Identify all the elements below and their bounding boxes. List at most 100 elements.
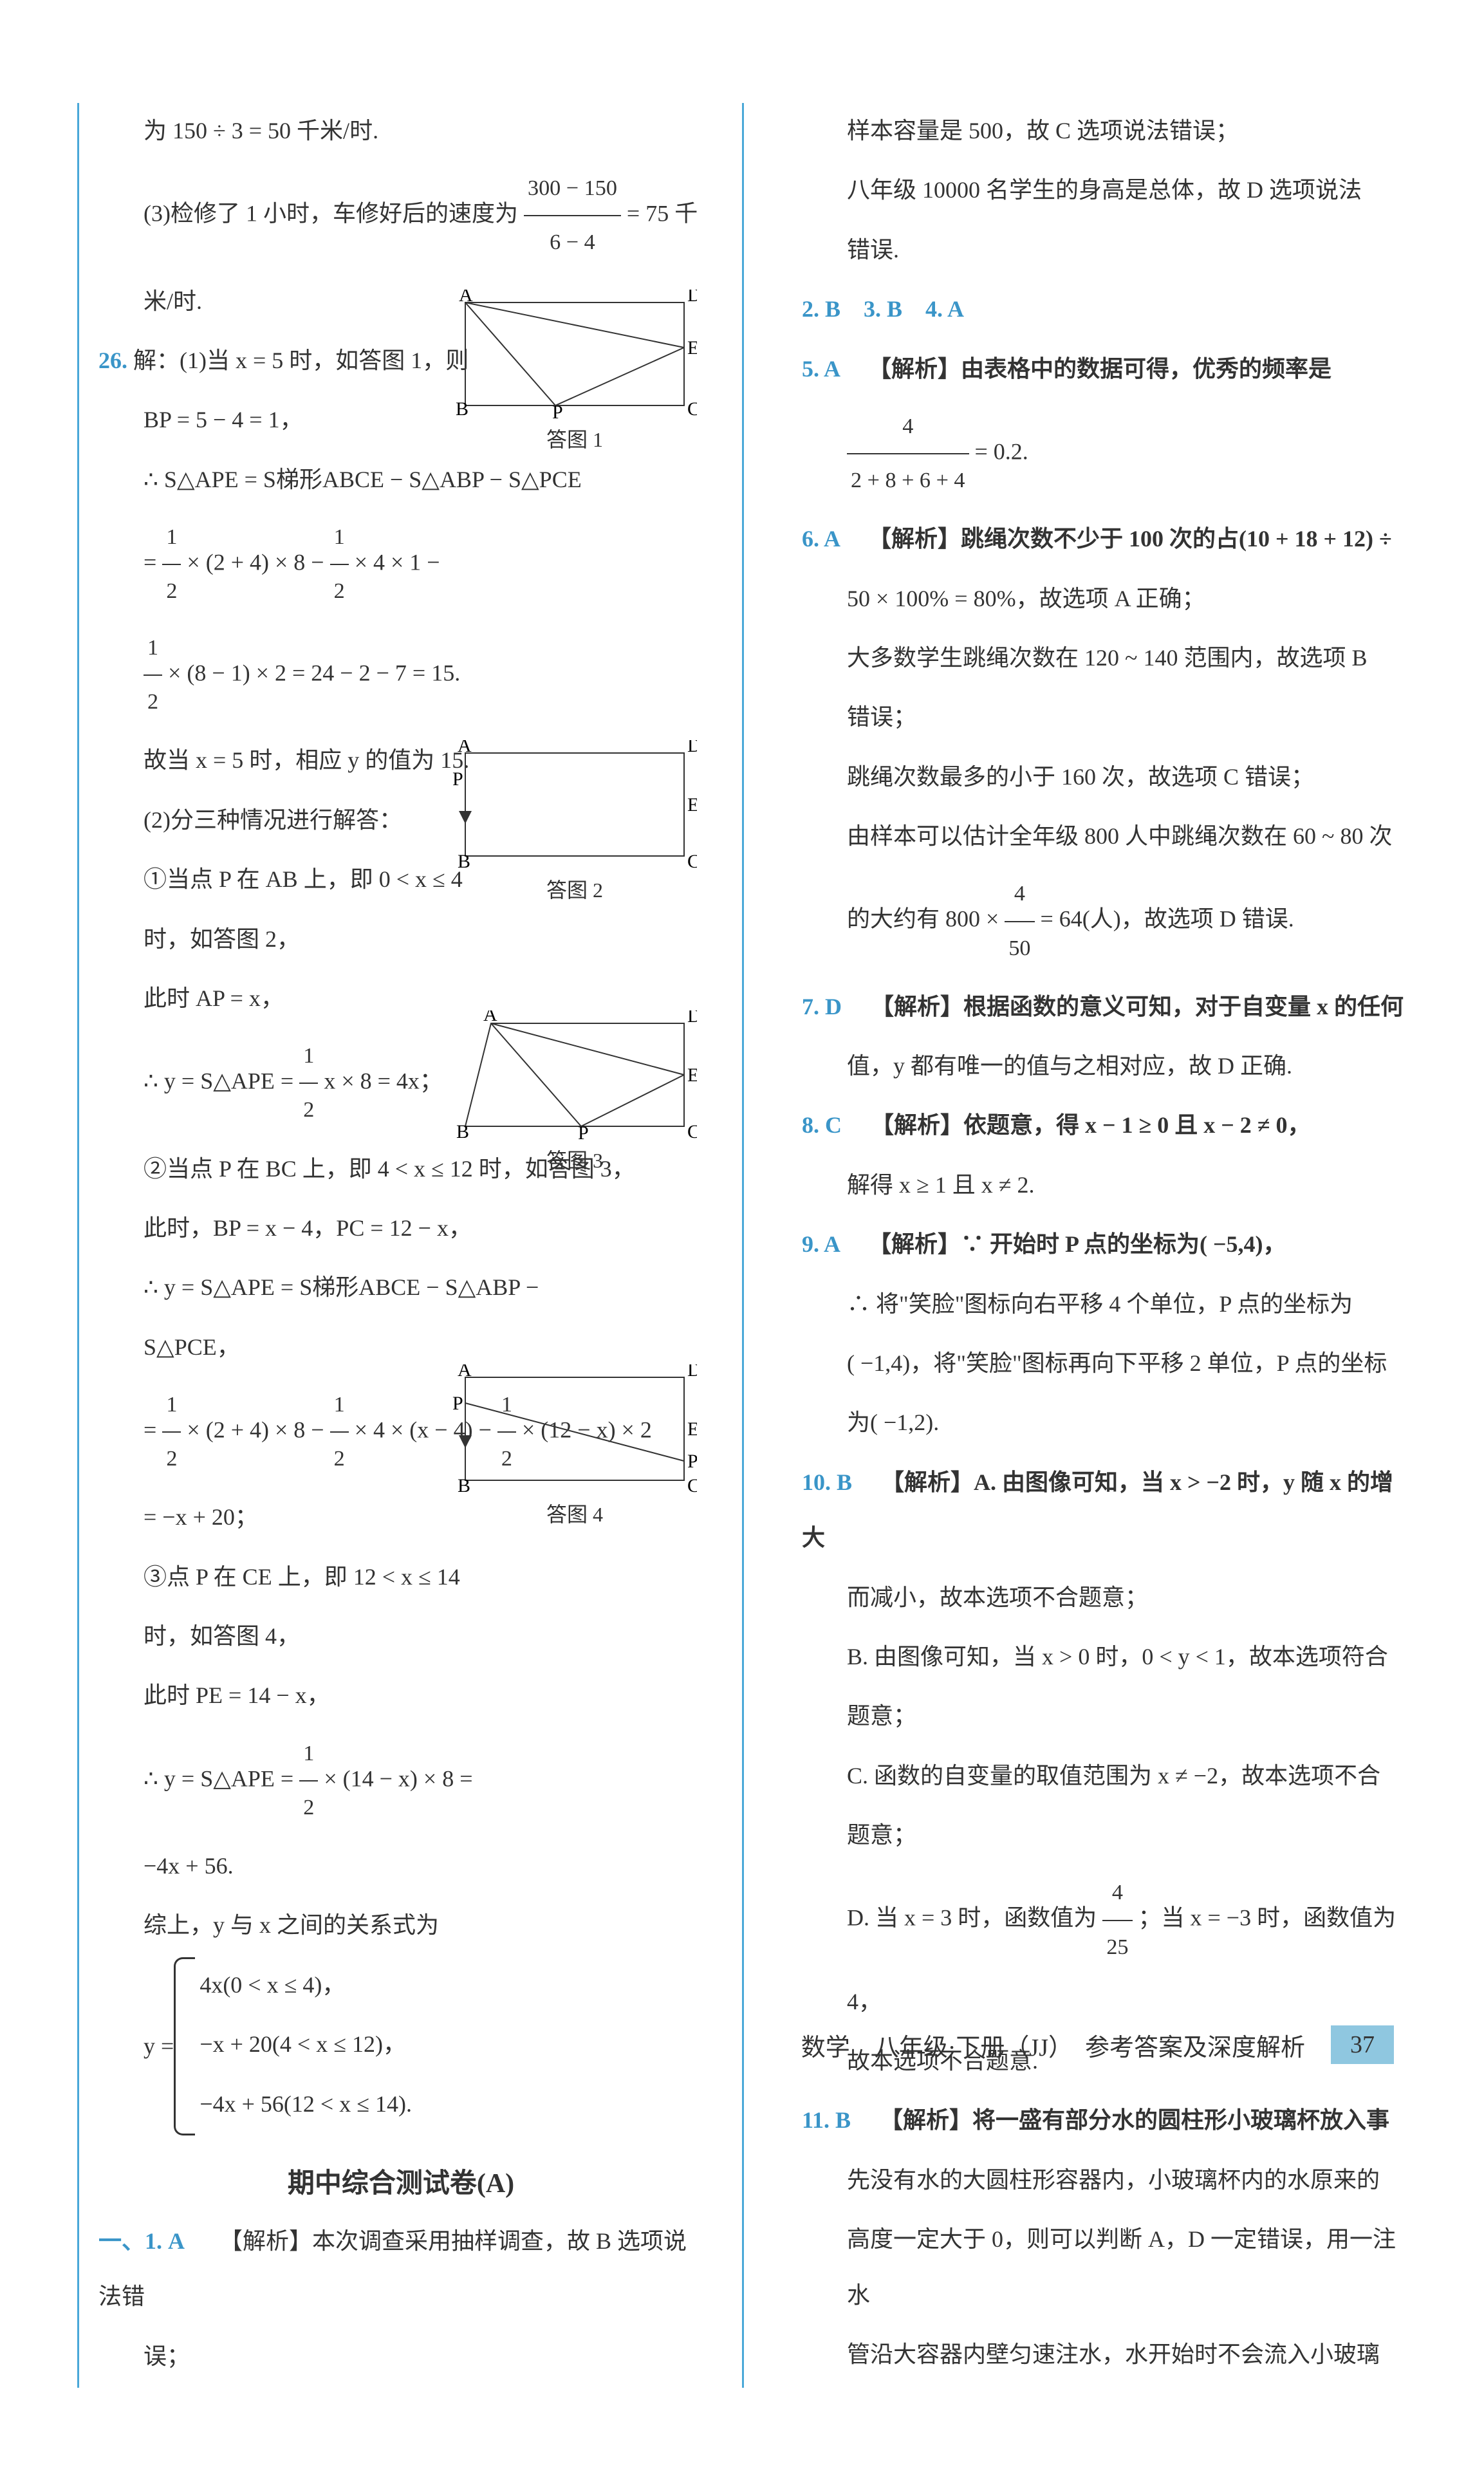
figure-caption: 答图 2 — [452, 874, 697, 904]
figure-caption: 答图 4 — [452, 1498, 697, 1528]
denominator: 2 — [162, 565, 181, 618]
fraction: 12 — [144, 622, 162, 729]
text: = 0.2. — [975, 438, 1028, 464]
denominator: 50 — [1005, 922, 1034, 975]
text-line: = 12 × (2 + 4) × 8 − 12 × 4 × 1 − — [98, 511, 703, 618]
text-line: 管沿大容器内壁匀速注水，水开始时不会流入小玻璃 — [802, 2327, 1407, 2382]
text-line: 解得 x ≥ 1 且 x ≠ 2. — [802, 1157, 1407, 1213]
svg-text:A: A — [483, 1010, 497, 1025]
answer-number: 8. C — [802, 1112, 865, 1138]
text-line: 错误； — [802, 689, 1407, 745]
svg-text:E: E — [687, 794, 697, 815]
answer-line: 5. A 【解析】由表格中的数据可得，优秀的频率是 — [802, 341, 1407, 396]
svg-text:P: P — [552, 402, 563, 418]
text: = 64(人)，故选项 D 错误. — [1041, 906, 1294, 932]
sys-line: −4x + 56(12 < x ≤ 14). — [199, 2076, 412, 2132]
text: = — [144, 1417, 162, 1442]
figure-2: A D E C B P 答图 2 — [452, 740, 697, 904]
figure-caption: 答图 1 — [452, 423, 697, 453]
svg-text:C: C — [687, 398, 697, 418]
text-line: 值，y 都有唯一的值与之相对应，故 D 正确. — [802, 1038, 1407, 1093]
fraction: 12 — [330, 511, 349, 618]
section-title: 期中综合测试卷(A) — [98, 2161, 703, 2200]
text: 的大约有 800 × — [847, 906, 1005, 932]
answer-number: 2. B 3. B 4. A — [802, 296, 964, 322]
text: x × 8 = 4x； — [324, 1068, 443, 1094]
text: ∴ y = S△APE = — [144, 1068, 299, 1094]
text: = 75 千 — [627, 201, 698, 227]
analysis-text: 【解析】∵ 开始时 P 点的坐标为( −5,4)， — [868, 1231, 1286, 1257]
brace: 4x(0 < x ≤ 4)， −x + 20(4 < x ≤ 12)， −4x … — [174, 1957, 412, 2135]
denominator: 2 — [330, 1433, 349, 1485]
answer-line: 一、1. A 【解析】本次调查采用抽样调查，故 B 选项说法错 — [98, 2213, 703, 2325]
text-line: 先没有水的大圆柱形容器内，小玻璃杯内的水原来的 — [802, 2152, 1407, 2208]
text-line: 时，如答图 4， — [98, 1608, 703, 1664]
svg-text:B: B — [456, 1121, 469, 1139]
rect-diagram: A D E C B P — [452, 740, 697, 869]
fraction: 425 — [1102, 1866, 1132, 1973]
y-equals: y = — [144, 2018, 174, 2074]
denominator: 2 — [144, 676, 162, 729]
answer-line: 11. B 【解析】将一盛有部分水的圆柱形小玻璃杯放入事 — [802, 2092, 1407, 2148]
text-line: 大多数学生跳绳次数在 120 ~ 140 范围内，故选项 B — [802, 630, 1407, 685]
numerator: 1 — [330, 511, 349, 565]
numerator: 1 — [144, 622, 162, 676]
text-line: 由样本可以估计全年级 800 人中跳绳次数在 60 ~ 80 次 — [802, 808, 1407, 864]
answer-number: 7. D — [802, 994, 865, 1019]
piecewise-system: y = 4x(0 < x ≤ 4)， −x + 20(4 < x ≤ 12)， … — [98, 1957, 703, 2135]
denominator: 2 — [162, 1433, 181, 1485]
text-line: B. 由图像可知，当 x > 0 时，0 < y < 1，故本选项符合 — [802, 1629, 1407, 1684]
text: ∴ y = S△APE = — [144, 1765, 299, 1791]
numerator: 4 — [1102, 1866, 1132, 1921]
denominator: 2 — [330, 565, 349, 618]
text-line: 样本容量是 500，故 C 选项说法错误； — [802, 103, 1407, 158]
svg-text:A: A — [458, 740, 472, 756]
numerator: 1 — [299, 1030, 318, 1084]
svg-text:E: E — [687, 337, 697, 358]
text-line: 题意； — [802, 1807, 1407, 1863]
numerator: 1 — [330, 1379, 349, 1433]
text-line: 八年级 10000 名学生的身高是总体，故 D 选项说法 — [802, 162, 1407, 218]
rect-diagram: A D E P C B P — [452, 1364, 697, 1493]
svg-text:D: D — [687, 1364, 697, 1381]
svg-text:A: A — [458, 1364, 472, 1381]
denominator: 2 — [299, 1781, 318, 1834]
text-line: 此时，BP = x − 4，PC = 12 − x， — [98, 1200, 703, 1256]
svg-text:C: C — [687, 851, 697, 869]
text-line: ∴ 将"笑脸"图标向右平移 4 个单位，P 点的坐标为 — [802, 1276, 1407, 1332]
text-line: 而减小，故本选项不合题意； — [802, 1570, 1407, 1625]
fraction: 12 — [299, 1727, 318, 1834]
numerator: 1 — [162, 1379, 181, 1433]
numerator: 4 — [1005, 868, 1034, 922]
text: 解：(1)当 x = 5 时，如答图 1，则 — [133, 348, 468, 373]
figure-3: A D E C B P 答图 3 — [452, 1010, 697, 1174]
text-line: 为( −1,2). — [802, 1395, 1407, 1450]
text: × (2 + 4) × 8 − — [187, 549, 329, 575]
analysis-label — [190, 2228, 214, 2254]
text: = — [144, 549, 162, 575]
svg-text:C: C — [687, 1121, 697, 1139]
page-content: 为 150 ÷ 3 = 50 千米/时. (3)检修了 1 小时，车修好后的速度… — [0, 0, 1484, 2465]
text-line: ∴ y = S△APE = S梯形ABCE − S△ABP − — [98, 1260, 703, 1315]
text-line: 时，如答图 2， — [98, 911, 703, 967]
answer-line: 6. A 【解析】跳绳次数不少于 100 次的占(10 + 18 + 12) ÷ — [802, 511, 1407, 566]
text: × (8 − 1) × 2 = 24 − 2 − 7 = 15. — [168, 660, 460, 686]
analysis-text: 【解析】A. 由图像可知，当 x > −2 时，y 随 x 的增大 — [802, 1469, 1393, 1550]
denominator: 25 — [1102, 1921, 1132, 1974]
left-column: 为 150 ÷ 3 = 50 千米/时. (3)检修了 1 小时，车修好后的速度… — [77, 103, 703, 2388]
text-line: 为 150 ÷ 3 = 50 千米/时. — [98, 103, 703, 158]
svg-text:A: A — [459, 290, 473, 306]
denominator: 6 − 4 — [524, 216, 621, 269]
svg-text:P: P — [452, 1393, 463, 1414]
numerator: 1 — [299, 1727, 318, 1781]
text: × (14 − x) × 8 = — [324, 1765, 472, 1791]
text-line: 42 + 8 + 6 + 4 = 0.2. — [802, 400, 1407, 507]
fraction: 450 — [1005, 868, 1034, 974]
analysis-text: 【解析】跳绳次数不少于 100 次的占(10 + 18 + 12) ÷ — [868, 526, 1392, 552]
page-number: 37 — [1331, 2025, 1394, 2064]
answer-number: 11. B — [802, 2107, 874, 2133]
column-divider — [742, 103, 744, 2388]
answer-line: 8. C 【解析】依题意，得 x − 1 ≥ 0 且 x − 2 ≠ 0， — [802, 1097, 1407, 1153]
figure-4: A D E P C B P 答图 4 — [452, 1364, 697, 1528]
text-line: ∴ S△APE = S梯形ABCE − S△ABP − S△PCE — [98, 452, 703, 507]
